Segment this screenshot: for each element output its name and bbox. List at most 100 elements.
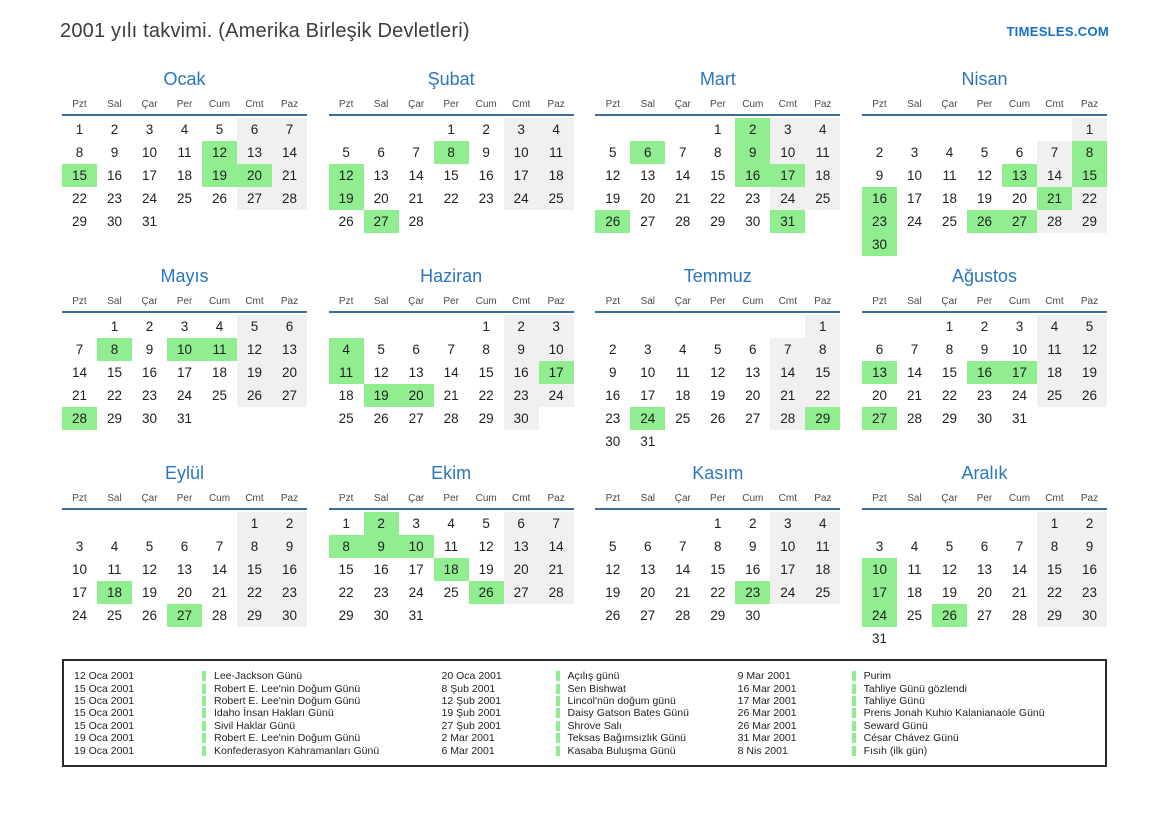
day-cell: 11 (538, 141, 574, 164)
day-cell (399, 315, 434, 338)
day-cell: 25 (338, 411, 354, 426)
holiday-marker-icon (851, 671, 856, 682)
holiday-legend: 12 Oca 2001 Lee-Jackson Günü 15 Oca 2001 Ro… (62, 659, 1107, 767)
day-cell: 12 (1071, 338, 1107, 361)
site-link[interactable]: TIMESLES.COM (1006, 24, 1109, 39)
day-cell (1072, 627, 1107, 650)
weekday-label: Cum (742, 99, 764, 110)
weekday-label: Pzt (605, 493, 621, 504)
day-cell: 11 (907, 562, 922, 577)
month-title: Ocak (163, 69, 206, 89)
month-days: 1 2 3 4 5 6 7 8 9 10 11 12 13 14 15 16 17 18 19 20 21 22 23 24 2… (595, 118, 841, 233)
legend-entry: 17 Mar 2001 Tahliye Günü (738, 695, 1095, 707)
day-cell: 31 (176, 411, 193, 426)
weekday-label: Çar (674, 296, 691, 307)
calendar-grid: Ocak Pzt Sal Çar Per Cum Cmt Paz 1 2 3 4 5 6 7 8 9 10 11 12… (0, 69, 1169, 653)
day-cell (1037, 233, 1072, 256)
weekday-label: Sal (373, 296, 389, 307)
weekday-label: Paz (547, 493, 565, 504)
weekday-label: Çar (408, 99, 425, 110)
legend-date: 20 Oca 2001 (441, 670, 502, 683)
day-cell: 2 (145, 319, 154, 334)
day-cell: 28 (272, 187, 307, 210)
day-cell (630, 512, 665, 535)
day-cell: 2 (503, 315, 539, 338)
legend-column: 9 Mar 2001 Purim 16 Mar 2001 Tahliye Günü g… (738, 670, 1095, 757)
weekday-label: Cmt (511, 493, 531, 504)
day-cell: 27 (745, 411, 761, 426)
day-cell: 24 (408, 585, 424, 600)
day-cell: 31 (1011, 411, 1027, 426)
day-cell: 7 (447, 342, 455, 357)
day-cell: 12 (141, 562, 158, 577)
day-cell (932, 627, 967, 650)
day-cell (399, 118, 434, 141)
day-cell: 6 (180, 539, 189, 554)
day-cell: 7 (412, 145, 420, 160)
day-cell: 23 (745, 191, 761, 206)
weekday-header-row: Pzt Sal Çar Per Cum Cmt Paz (861, 493, 1107, 510)
legend-entry: 15 Oca 2001 Idaho İnsan Hakları Günü (74, 707, 442, 719)
legend-holiday-name: César Chávez Günü (863, 732, 959, 745)
day-cell (967, 118, 1002, 141)
day-cell: 3 (538, 315, 574, 338)
day-cell: 19 (976, 191, 992, 206)
day-cell: 30 (141, 411, 158, 426)
day-cell: 2 (482, 122, 490, 137)
day-cell: 21 (272, 164, 307, 187)
day-cell: 11 (942, 168, 957, 183)
day-cell: 29 (106, 411, 123, 426)
day-cell (967, 512, 1002, 535)
month-title: Mayıs (160, 266, 209, 286)
day-cell: 22 (710, 191, 726, 206)
day-cell (932, 233, 967, 256)
day-cell: 26 (237, 384, 272, 407)
day-cell: 20 (640, 191, 656, 206)
day-cell: 4 (538, 118, 574, 141)
legend-holiday-name: Açılış günü (567, 670, 620, 683)
day-cell: 4 (679, 342, 687, 357)
day-cell: 29 (478, 411, 494, 426)
holiday-day-cell: 26 (931, 604, 967, 627)
day-cell: 17 (176, 365, 193, 380)
weekday-label: Çar (674, 99, 691, 110)
day-cell: 16 (478, 168, 494, 183)
holiday-day-cell: 11 (202, 338, 237, 361)
day-cell: 8 (75, 145, 84, 160)
day-cell: 28 (770, 407, 806, 430)
day-cell: 3 (503, 118, 539, 141)
day-cell: 21 (1011, 585, 1027, 600)
holiday-marker-icon (202, 733, 206, 744)
weekday-label: Cmt (778, 99, 797, 110)
day-cell (1002, 512, 1037, 535)
day-cell: 31 (141, 214, 158, 229)
weekday-label: Pzt (72, 493, 87, 504)
day-cell: 24 (1011, 388, 1027, 403)
legend-date: 8 Nis 2001 (737, 744, 788, 757)
day-cell: 14 (906, 365, 922, 380)
weekday-label: Per (443, 493, 459, 504)
day-cell: 12 (605, 562, 621, 577)
day-cell: 20 (745, 388, 761, 403)
day-cell: 16 (373, 562, 389, 577)
holiday-day-cell: 18 (433, 558, 469, 581)
legend-holiday-name: Tahliye Günü gözlendi (863, 682, 967, 695)
legend-date: 15 Oca 2001 (74, 694, 135, 707)
legend-date: 2 Mar 2001 (441, 732, 495, 745)
day-cell: 21 (770, 384, 806, 407)
day-cell: 15 (237, 558, 272, 581)
day-cell: 22 (237, 581, 272, 604)
day-cell: 15 (941, 365, 957, 380)
weekday-label: Cum (475, 99, 497, 110)
day-cell: 23 (106, 191, 123, 206)
day-cell: 15 (338, 562, 354, 577)
day-cell: 8 (714, 145, 722, 160)
holiday-day-cell: 26 (468, 581, 504, 604)
weekday-header-row: Pzt Sal Çar Per Cum Cmt Paz (861, 99, 1107, 116)
day-cell: 5 (215, 122, 224, 137)
day-cell: 12 (710, 365, 726, 380)
day-cell: 17 (141, 168, 158, 183)
day-cell: 13 (373, 168, 389, 183)
day-cell (237, 407, 272, 430)
day-cell: 21 (675, 585, 691, 600)
